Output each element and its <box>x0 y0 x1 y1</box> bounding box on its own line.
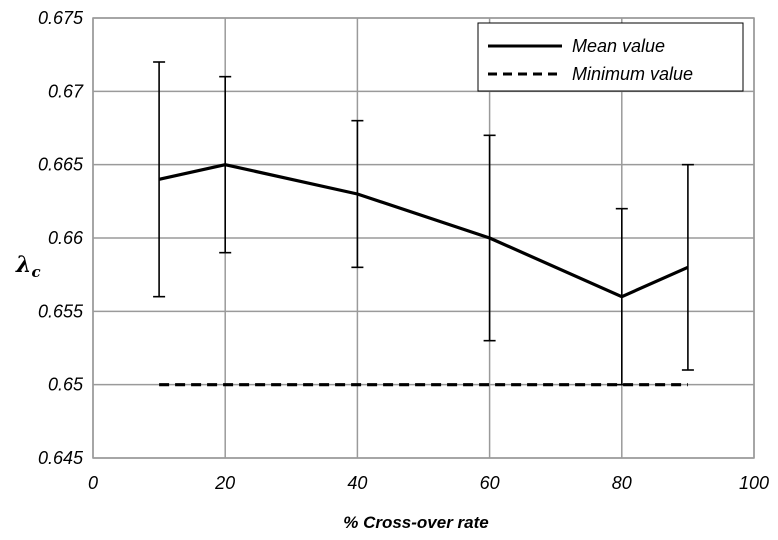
y-tick-label: 0.65 <box>48 375 84 395</box>
x-tick-labels: 0 20 40 60 80 100 <box>88 473 769 493</box>
legend-label-mean: Mean value <box>572 36 665 56</box>
y-axis-label-subscript: c <box>31 263 40 281</box>
x-tick-label: 20 <box>214 473 235 493</box>
y-axis-label: λc <box>15 252 41 281</box>
legend-label-minimum: Minimum value <box>572 64 693 84</box>
error-bars <box>153 61 694 386</box>
y-tick-label: 0.66 <box>48 228 84 248</box>
legend: Mean value Minimum value <box>477 22 744 92</box>
plot-area-border <box>92 17 755 459</box>
y-tick-label: 0.67 <box>48 81 84 101</box>
y-tick-label: 0.645 <box>38 448 84 468</box>
x-tick-label: 80 <box>612 473 632 493</box>
x-tick-label: 100 <box>739 473 769 493</box>
y-tick-labels: 0.645 0.65 0.655 0.66 0.665 0.67 0.675 <box>38 8 84 468</box>
y-tick-label: 0.665 <box>38 155 84 175</box>
series-line-mean <box>158 163 689 299</box>
x-tick-label: 60 <box>480 473 500 493</box>
y-tick-label: 0.655 <box>38 301 84 321</box>
series-lines <box>158 163 689 387</box>
x-tick-label: 0 <box>88 473 98 493</box>
plot-frame <box>92 17 755 459</box>
x-axis-label: % Cross-over rate <box>343 513 489 532</box>
x-tick-label: 40 <box>347 473 367 493</box>
legend-box <box>477 22 744 92</box>
y-tick-label: 0.675 <box>38 8 84 28</box>
